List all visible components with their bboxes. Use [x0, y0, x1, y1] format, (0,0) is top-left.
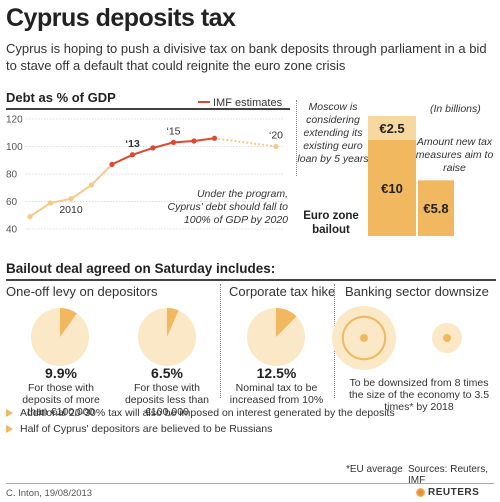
bullet-text: Additional 20-30% tax will also be impos… [20, 407, 395, 419]
bar-value-label: €2.5 [379, 121, 404, 136]
debt-point [273, 143, 279, 150]
bullet-text: Half of Cyprus' depositors are believed … [20, 423, 273, 435]
bullet-list: Additional 20-30% tax will also be impos… [6, 407, 496, 435]
banking-caption: To be downsized from 8 times the size of… [348, 377, 490, 413]
banking-title: Banking sector downsize [345, 284, 489, 299]
economy-3_5x-circle [341, 315, 387, 361]
y-tick-label: 120 [6, 115, 23, 126]
corp-caption: Nominal tax to be increased from 10% [229, 382, 324, 406]
debt-series-line [214, 137, 277, 148]
reuters-logo-text: REUTERS [428, 487, 480, 498]
bailout-rule [6, 279, 496, 281]
debt-x-ticks: 2010 ‘13 ‘15 ‘20 [59, 125, 283, 215]
eu-economy-circle [443, 334, 451, 342]
debt-point [150, 145, 156, 151]
x-tick-label: ‘20 [269, 130, 283, 142]
debt-legend: IMF estimates [198, 97, 283, 109]
legend-label: IMF estimates [213, 97, 283, 109]
moscow-bracket [296, 100, 297, 176]
banking-circles [332, 306, 462, 370]
eurozone-label: Euro zone bailout [303, 210, 359, 236]
x-tick-label: ‘13 [125, 138, 140, 150]
y-tick-label: 40 [6, 225, 18, 236]
debt-point [191, 138, 197, 144]
bailout-bar-segment [368, 140, 416, 236]
bullet-icon [6, 425, 13, 433]
bar-value-label: €10 [381, 181, 403, 196]
levy-small-caption: For those with deposits less than €100,0… [124, 382, 210, 418]
pies [31, 306, 462, 370]
levy-title: One-off levy on depositors [6, 284, 158, 299]
reuters-logo-icon [416, 488, 425, 497]
debt-point [109, 161, 115, 167]
reuters-logo: REUTERS [416, 487, 480, 498]
levy-small-value: 6.5% [151, 365, 183, 381]
y-tick-label: 60 [6, 197, 18, 208]
pie-slice [276, 308, 297, 337]
y-tick-label: 80 [6, 170, 18, 181]
debt-points [27, 135, 279, 220]
debt-point [68, 196, 74, 202]
debt-point [170, 139, 177, 145]
pie-slice [167, 308, 179, 337]
debt-series-line [111, 137, 215, 166]
corp-title: Corporate tax hike [229, 284, 336, 299]
page-title: Cyprus deposits tax [6, 4, 236, 32]
debt-chart-rule [6, 108, 290, 110]
economy-circle [360, 334, 368, 342]
x-tick-label: 2010 [59, 204, 83, 216]
credit: C. Inton, 19/08/2013 [6, 488, 93, 499]
debt-point [129, 152, 136, 158]
bailout-bars: €10 €2.5 €5.8 [368, 116, 454, 236]
new-tax-note: Amount new tax measures aim to raise [415, 136, 494, 174]
corp-value: 12.5% [256, 365, 297, 381]
x-tick-label: ‘15 [166, 125, 180, 137]
pie-slice [60, 308, 77, 337]
sources: Sources: Reuters, IMF [408, 464, 489, 486]
eu-footnote: *EU average [346, 464, 403, 475]
levy-large-caption: For those with deposits of more than €10… [22, 382, 100, 418]
debt-point [27, 214, 33, 220]
debt-y-ticks: 40 60 80 100 120 [6, 115, 23, 236]
bullet-item: Half of Cyprus' depositors are believed … [6, 423, 496, 435]
debt-chart-title: Debt as % of GDP [6, 90, 116, 105]
moscow-note: Moscow is considering extending its exis… [297, 101, 369, 165]
bar-value-label: €5.8 [423, 201, 448, 216]
bullet-icon [6, 409, 13, 417]
divider-1 [220, 284, 221, 398]
debt-chart: 40 60 80 100 120 2010 ‘13 ‘15 ‘20 IMF estimates [6, 97, 284, 236]
debt-point [47, 200, 54, 206]
billions-note: (In billions) [430, 103, 481, 115]
bailout-heading: Bailout deal agreed on Saturday includes… [6, 261, 276, 276]
levy-large-value: 9.9% [45, 365, 77, 381]
debt-point [211, 135, 218, 141]
bullet-item: Additional 20-30% tax will also be impos… [6, 407, 496, 419]
debt-annotation: Under the program, Cyprus' debt should f… [167, 188, 289, 226]
debt-point [88, 182, 95, 188]
bailout-bar-segment [368, 116, 416, 140]
footer-rule [6, 483, 494, 484]
y-tick-label: 100 [6, 142, 23, 153]
page-subtitle: Cyprus is hoping to push a divisive tax … [6, 41, 487, 73]
bailout-bar-segment [418, 180, 454, 236]
